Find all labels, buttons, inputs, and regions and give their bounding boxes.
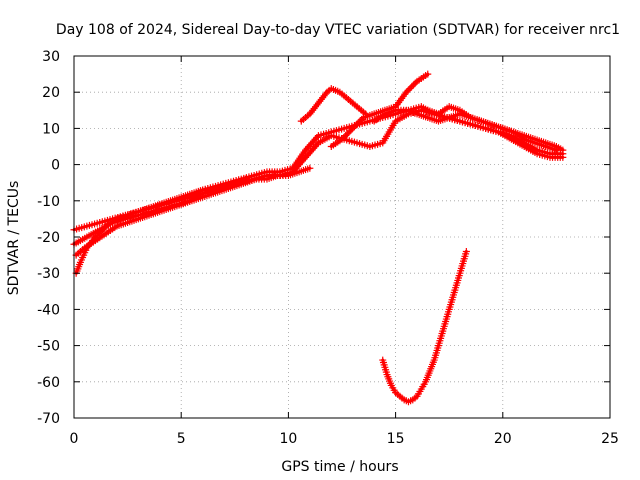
axis-ticks: 0 5 10 15 20 25 -70 -60 -50 -40 -30 -20 -10 0 10 20 30 bbox=[37, 49, 619, 447]
data-point bbox=[306, 164, 314, 172]
y-tick-label: 30 bbox=[42, 49, 60, 65]
series-trace-9 bbox=[379, 247, 470, 406]
series-trace-4 bbox=[72, 175, 250, 277]
y-tick-label: 10 bbox=[42, 121, 60, 137]
data-point bbox=[462, 247, 470, 255]
series-trace-8 bbox=[424, 103, 567, 154]
y-tick-label: -60 bbox=[37, 375, 60, 391]
y-tick-label: -50 bbox=[37, 339, 60, 355]
y-tick-label: 0 bbox=[51, 158, 60, 174]
y-tick-label: -70 bbox=[37, 411, 60, 427]
series-trace-3 bbox=[72, 164, 314, 259]
y-tick-label: -20 bbox=[37, 230, 60, 246]
data-marks bbox=[70, 70, 567, 406]
chart-title: Day 108 of 2024, Sidereal Day-to-day VTE… bbox=[56, 22, 620, 38]
data-point bbox=[559, 146, 567, 154]
y-tick-label: -10 bbox=[37, 194, 60, 210]
grid bbox=[74, 56, 610, 418]
data-point bbox=[559, 153, 567, 161]
x-tick-label: 15 bbox=[387, 431, 405, 447]
series-trace-5 bbox=[297, 85, 370, 125]
data-point bbox=[424, 70, 432, 78]
data-point bbox=[242, 175, 250, 183]
series-line bbox=[74, 166, 312, 257]
x-axis-label: GPS time / hours bbox=[281, 459, 398, 475]
x-tick-label: 25 bbox=[601, 431, 619, 447]
x-tick-label: 5 bbox=[177, 431, 186, 447]
x-tick-label: 0 bbox=[70, 431, 79, 447]
x-tick-label: 20 bbox=[494, 431, 512, 447]
y-tick-label: -40 bbox=[37, 302, 60, 318]
y-tick-label: -30 bbox=[37, 266, 60, 282]
x-tick-label: 10 bbox=[279, 431, 297, 447]
y-axis-label: SDTVAR / TECUs bbox=[6, 181, 22, 296]
y-tick-label: 20 bbox=[42, 85, 60, 101]
